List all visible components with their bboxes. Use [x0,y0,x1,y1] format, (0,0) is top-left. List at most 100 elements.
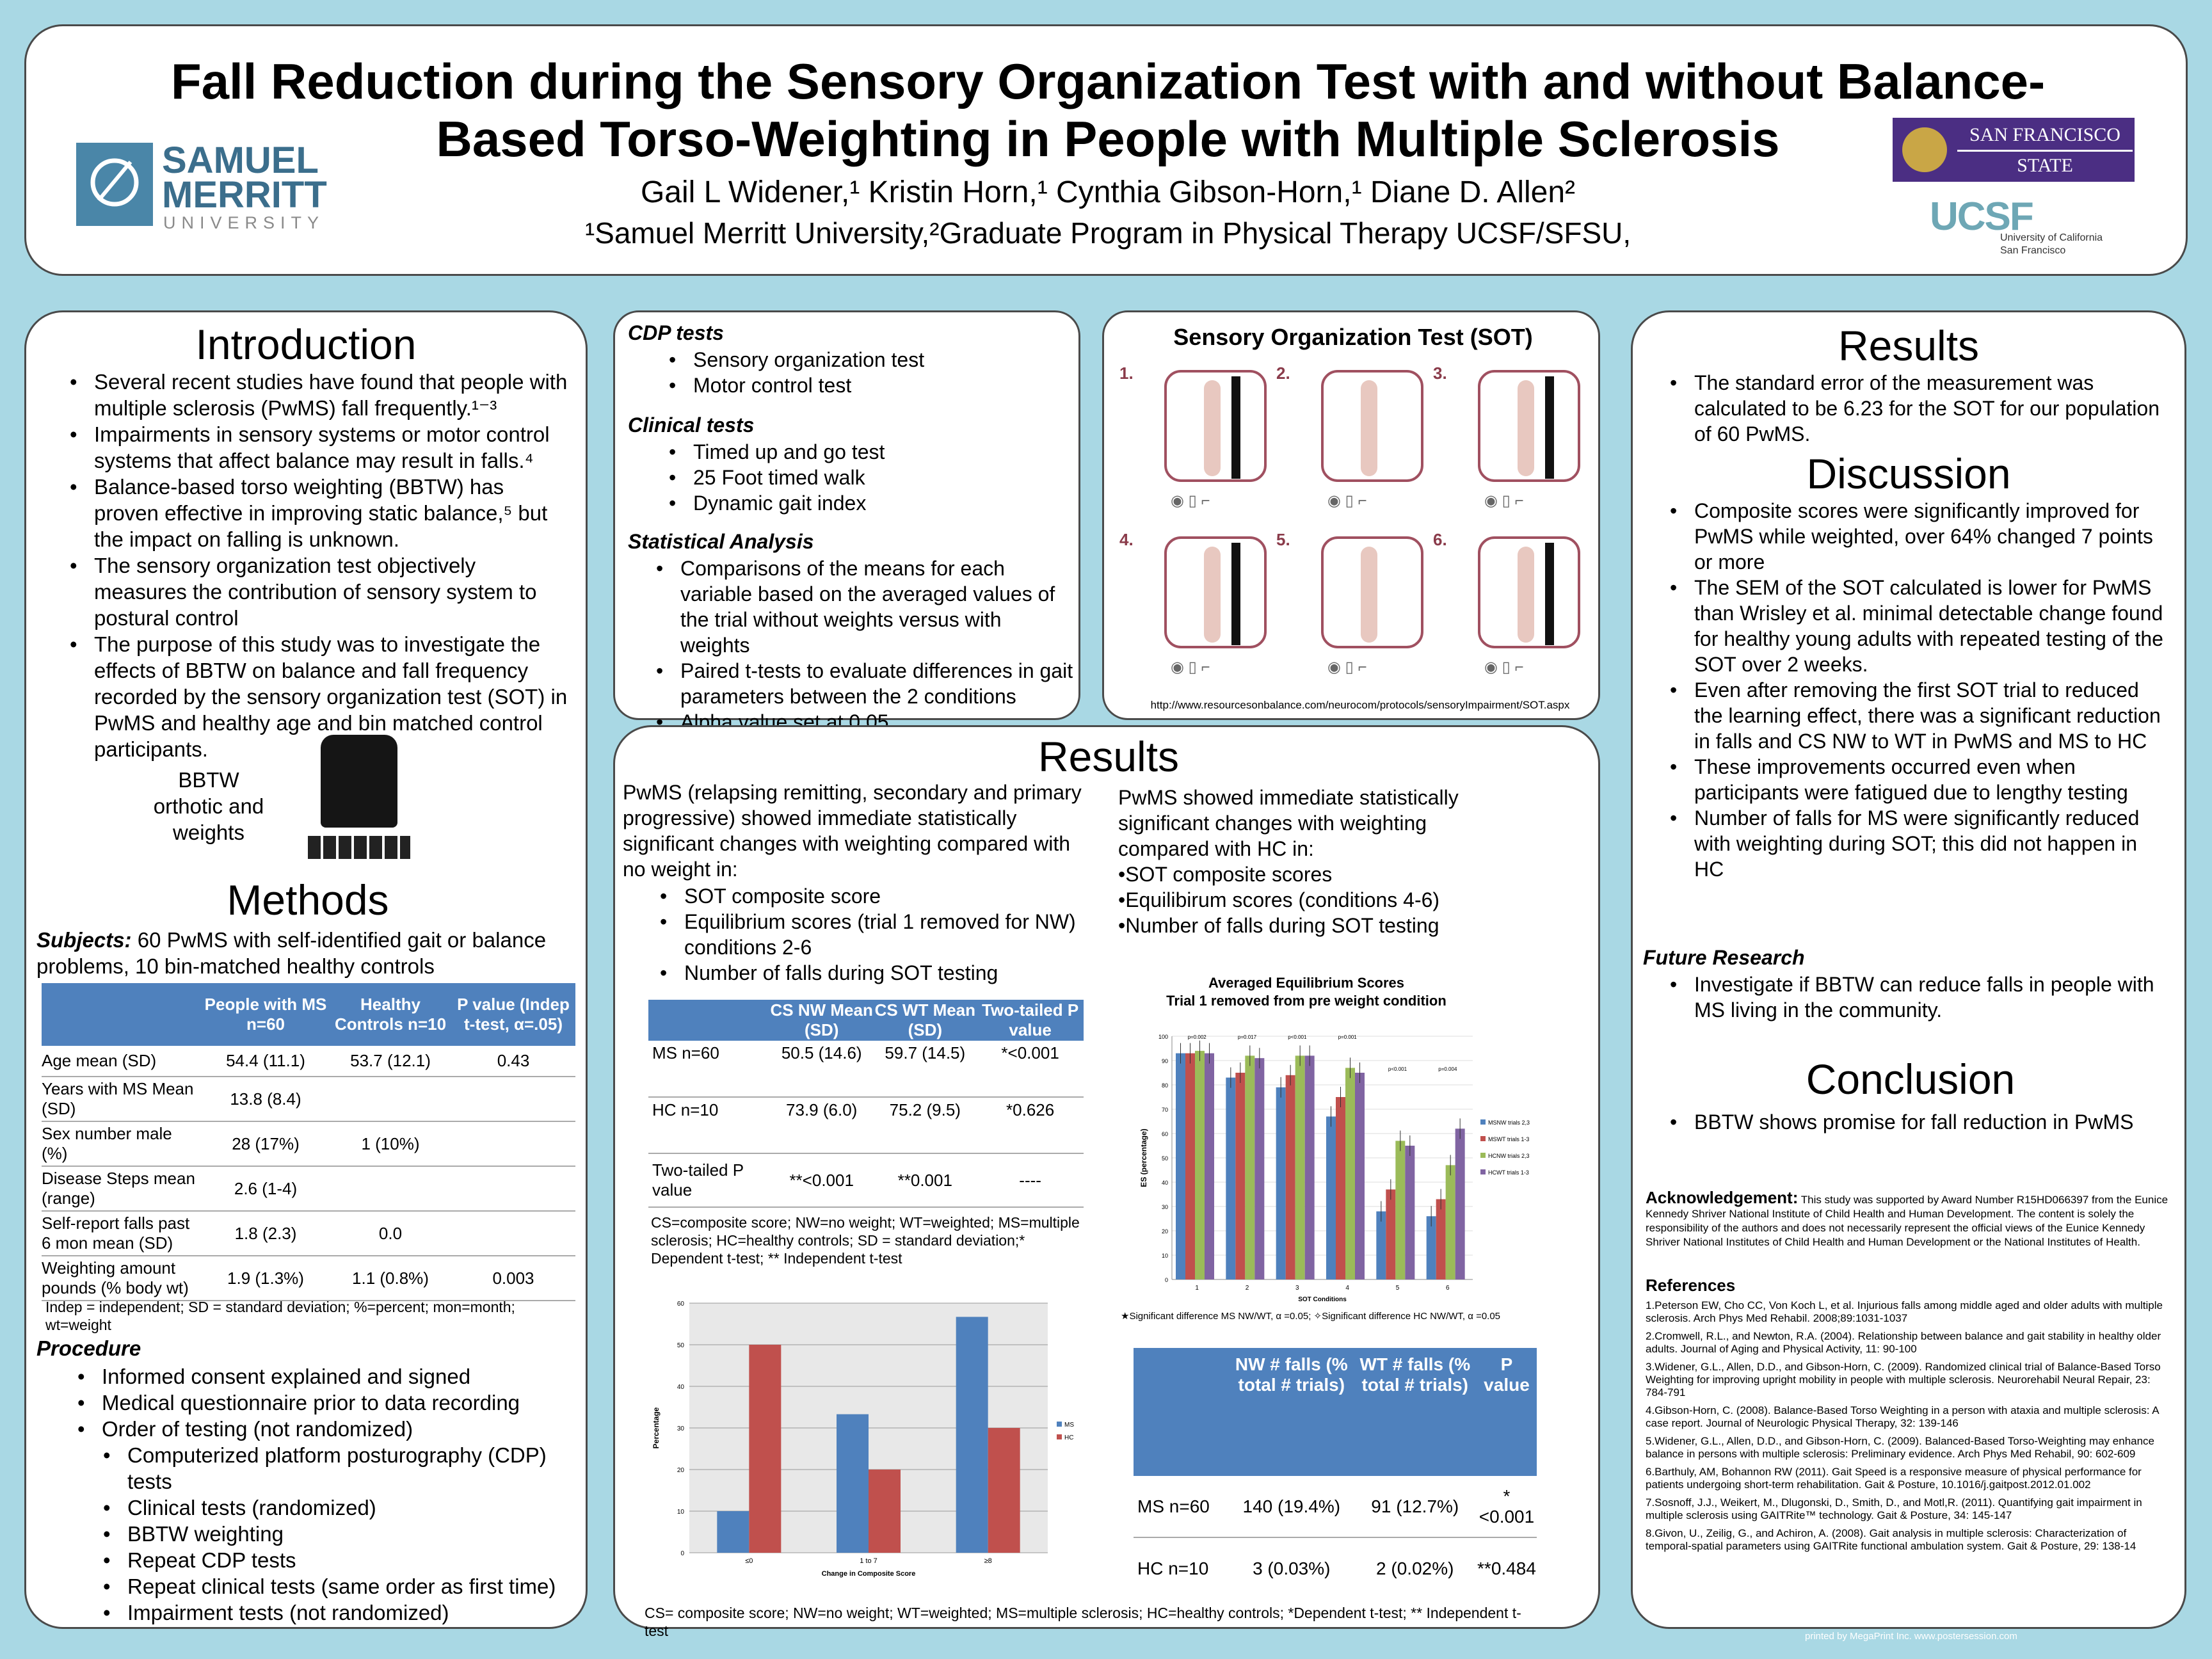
cdp-heading: CDP tests [628,321,724,344]
sfsu-logo-text-1: SAN FRANCISCO [1957,120,2133,150]
table-cell: Years with MS Mean (SD) [42,1079,194,1118]
significance-annotation: p=0.004 [1438,1066,1457,1072]
equilibrium-chart: Averaged Equilibrium Scores Trial 1 remov… [1114,972,1588,1340]
stat-item: Paired t-tests to evaluate differences i… [656,658,1076,709]
table-cell: MS n=60 [1137,1496,1210,1516]
y-tick-label: 10 [1162,1253,1168,1259]
sot-condition-number: 4. [1119,530,1134,549]
bar-msnw [1226,1077,1236,1279]
table-cell: 54.4 (11.1) [226,1051,305,1070]
bar-mswt [1185,1053,1195,1279]
bar-msnw [1326,1116,1336,1279]
table-cell: 73.9 (6.0) [786,1100,858,1119]
x-tick-label: ≥8 [984,1557,992,1565]
right-results-item: The standard error of the measurement wa… [1670,370,2172,447]
subjects-text: Subjects: 60 PwMS with self-identified g… [36,927,581,979]
table-row: MS n=60 140 (19.4%) 91 (12.7%) *<0.001 [1134,1476,1537,1537]
sot-visual-surround [1231,376,1240,479]
table-cell: 0.0 [378,1223,403,1243]
procedure-item: Order of testing (not randomized) [77,1416,574,1442]
reference-item: 2.Cromwell, R.L., and Newton, R.A. (2004… [1646,1330,2161,1355]
sot-condition-number: 2. [1276,364,1290,383]
table-row: Years with MS Mean (SD) 13.8 (8.4) [42,1077,575,1121]
table-cell: 140 (19.4%) [1242,1496,1341,1516]
results-left-list: SOT composite score Equilibrium scores (… [632,883,1093,986]
printer-credit: printed by MegaPrint Inc. www.postersess… [1805,1631,2017,1642]
bar-mswt [1285,1075,1295,1279]
y-tick-label: 10 [677,1509,685,1516]
cs-table-note: CS=composite score; NW=no weight; WT=wei… [651,1214,1080,1267]
table-cell: HC n=10 [652,1100,719,1119]
sot-sensory-icons: ◉ ▯ ⌐ [1484,659,1524,676]
sot-condition-number: 1. [1119,364,1134,383]
bar-mswt [1436,1199,1446,1279]
discussion-item: The SEM of the SOT calculated is lower f… [1670,575,2172,677]
discussion-item: Number of falls for MS were significantl… [1670,805,2172,882]
right-panel: Results The standard error of the measur… [1631,310,2186,1629]
sot-url: http://www.resourcesonbalance.com/neuroc… [1150,699,1570,711]
table-cell: **0.484 [1477,1558,1536,1578]
results-right-item: •SOT composite scores [1118,863,1333,886]
y-tick-label: 70 [1162,1107,1168,1113]
sot-condition-cell: 6. ◉ ▯ ⌐ [1433,530,1587,690]
stat-list: Comparisons of the means for each variab… [628,556,1076,735]
sot-heading: Sensory Organization Test (SOT) [1173,324,1533,350]
equilibrium-chart-svg: Averaged Equilibrium Scores Trial 1 remov… [1121,975,1530,1322]
y-tick-label: 20 [1162,1228,1168,1235]
x-tick-label: ≤0 [745,1557,753,1565]
table-header-cell: NW # falls (% total # trials) [1235,1354,1348,1395]
discussion-heading: Discussion [1806,450,2011,497]
table-row: Sex number male (%) 28 (17%) 1 (10%) [42,1121,575,1166]
sot-booth-frame [1321,370,1423,482]
x-tick-label: 2 [1246,1285,1249,1292]
bar-hcwt [1254,1058,1265,1279]
legend-swatch [1057,1434,1062,1439]
bar-msnw [1376,1211,1386,1279]
bar-mswt [1386,1189,1396,1279]
table-cell: 50.5 (14.6) [781,1043,862,1062]
table-header-cell: WT # falls (% total # trials) [1359,1354,1471,1395]
legend-swatch [1480,1136,1486,1141]
intro-bullet: Impairments in sensory systems or motor … [70,421,573,474]
sot-condition-cell: 5. ◉ ▯ ⌐ [1276,530,1430,690]
significance-annotation: p<0.001 [1288,1034,1307,1040]
reference-item: 6.Barthuly, AM, Bohannon RW (2011). Gait… [1646,1466,2142,1491]
sfsu-logo-text-2: STATE UNIVERSITY [1957,152,2133,204]
table-cell: Disease Steps mean (range) [42,1169,195,1208]
table-row: Self-report falls past 6 mon mean (SD) 1.… [42,1211,575,1256]
clinical-list: Timed up and go test 25 Foot timed walk … [641,439,885,516]
sot-booth-frame [1164,536,1267,648]
table-cell: 53.7 (12.1) [350,1051,431,1070]
sot-condition-number: 6. [1433,530,1447,549]
table-cell: *<0.001 [1479,1486,1535,1527]
x-tick-label: 6 [1446,1285,1450,1292]
procedure-subitem: Repeat CDP tests [103,1547,574,1573]
sot-booth-frame [1478,370,1580,482]
results-right-item: •Number of falls during SOT testing [1118,914,1439,937]
conclusion-item: BBTW shows promise for fall reduction in… [1670,1109,2173,1135]
smu-logo-text-3: UNIVERSITY [163,213,325,232]
stat-heading: Statistical Analysis [628,530,814,553]
affiliations: ¹Samuel Merritt University,²Graduate Pro… [584,216,1631,250]
composite-change-chart: 0 10 20 30 40 50 60 ≤0 1 to 7 ≥8 Change in Composi… [645,1290,1093,1604]
sot-condition-cell: 1. ◉ ▯ ⌐ [1119,364,1273,524]
procedure-subitem: Computerized platform posturography (CDP… [103,1442,574,1495]
table-cell: Two-tailed P value [652,1160,744,1199]
bar-msnw [1426,1216,1436,1279]
procedure-subitem: BBTW weighting [103,1521,574,1547]
legend-label: HC [1064,1434,1073,1441]
clinical-heading: Clinical tests [628,413,755,437]
reference-item: 5.Widener, G.L., Allen, D.D., and Gibson… [1646,1435,2155,1460]
table-header-cell: People with MS n=60 [204,995,327,1034]
results-left-item: Equilibrium scores (trial 1 removed for … [660,909,1093,960]
table-cell: *0.626 [1006,1100,1055,1119]
table-cell [330,1077,451,1121]
results-right-item: •Equilibirum scores (conditions 4-6) [1118,888,1440,911]
ucsf-logo: UCSF University of California San Franci… [1930,194,2122,258]
bar-hcnw [1295,1055,1305,1279]
subjects-body: 60 PwMS with self-identified gait or bal… [36,928,547,978]
significance-annotation: p=0.002 [1188,1034,1207,1040]
vest-label: BBTW orthotic and weights [153,768,264,844]
procedure-list: Informed consent explained and signed Me… [49,1363,574,1442]
table-cell: **0.001 [897,1170,952,1190]
